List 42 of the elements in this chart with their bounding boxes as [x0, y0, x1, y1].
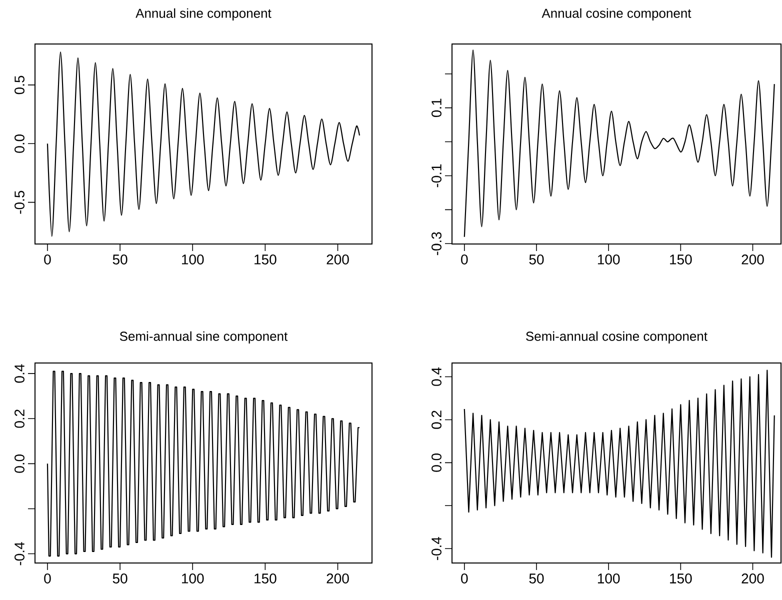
y-tick-label: 0.4	[14, 364, 24, 383]
chart-title: Semi-annual cosine component	[526, 331, 708, 344]
x-tick-label: 100	[182, 574, 204, 584]
chart-title: Annual sine component	[136, 8, 272, 20]
x-tick-label: 200	[742, 254, 764, 264]
x-tick-label: 50	[529, 574, 544, 584]
x-tick-label: 100	[598, 254, 620, 264]
x-tick-label: 50	[529, 254, 544, 264]
y-tick-label: 0.5	[14, 76, 24, 94]
x-tick-label: 100	[598, 574, 620, 584]
y-tick-label: -0.4	[14, 542, 24, 566]
x-tick-label: 0	[44, 254, 51, 264]
y-tick-label: 0.0	[432, 453, 442, 472]
y-tick-label: 0.0	[14, 454, 24, 473]
x-tick-label: 150	[254, 254, 276, 264]
y-tick-label: -0.3	[432, 232, 442, 256]
x-tick-label: 200	[742, 574, 764, 584]
line-series	[464, 370, 775, 558]
x-tick-label: 150	[670, 254, 692, 264]
line-series	[46, 370, 360, 557]
x-tick-label: 150	[254, 574, 276, 584]
y-tick-label: -0.5	[14, 190, 24, 214]
y-tick-label: -0.4	[432, 536, 442, 560]
line-series	[464, 50, 775, 238]
y-tick-label: 0.0	[14, 134, 24, 153]
x-tick-label: 0	[461, 254, 468, 264]
x-tick-label: 200	[326, 574, 349, 584]
y-tick-label: 0.1	[432, 98, 442, 118]
y-tick-label: 0.4	[432, 367, 442, 386]
x-tick-label: 0	[461, 574, 468, 584]
x-tick-label: 200	[326, 254, 349, 264]
y-tick-label: -0.1	[432, 164, 442, 188]
x-tick-label: 50	[112, 254, 128, 264]
x-tick-label: 0	[44, 574, 51, 584]
x-tick-label: 150	[670, 574, 692, 584]
chart-title: Annual cosine component	[542, 8, 692, 20]
y-tick-label: 0.2	[432, 410, 442, 429]
line-series	[46, 52, 360, 237]
x-tick-label: 50	[112, 574, 128, 584]
x-tick-label: 100	[182, 254, 204, 264]
y-tick-label: 0.2	[14, 410, 24, 428]
chart-title: Semi-annual sine component	[120, 331, 288, 344]
